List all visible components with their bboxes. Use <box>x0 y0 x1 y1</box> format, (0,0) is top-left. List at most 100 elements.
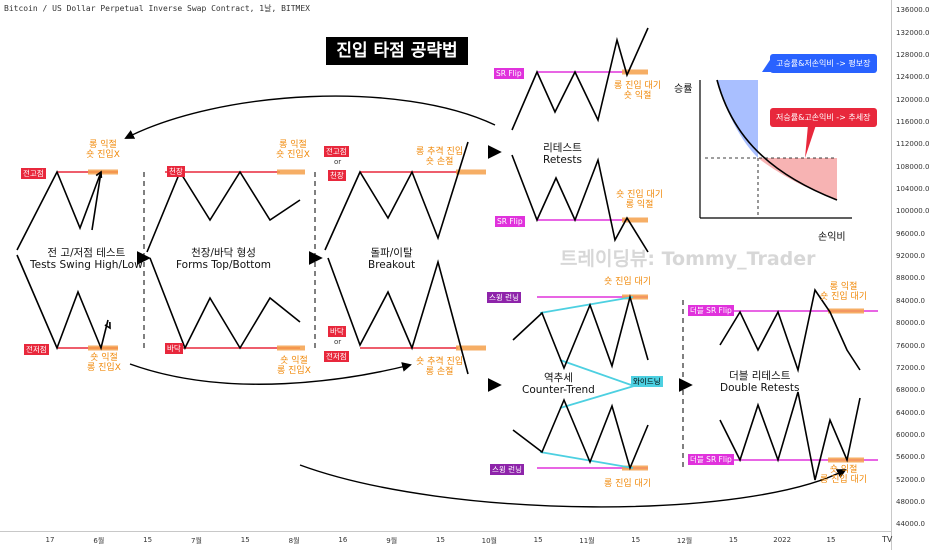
time-tick-label: 2022 <box>773 536 792 544</box>
counter-bottom-path <box>512 397 649 471</box>
price-tick-label: 136000.0 <box>896 6 930 15</box>
swing-high-arrow <box>95 170 103 179</box>
swing-high-zone <box>88 169 118 175</box>
forms-bottom-note-1: 숏 익절 <box>280 356 308 366</box>
breakout-bottom-tag-1: 바닥 <box>328 326 346 337</box>
price-tick-label: 96000.0 <box>896 229 925 238</box>
winrate-axis-label: 승률 <box>674 84 693 95</box>
bottom-zone <box>277 345 305 351</box>
time-scale[interactable]: 17 6월 15 7월 15 8월 16 9월 15 10월 15 11월 15 12월 15 2022 15 <box>0 531 891 551</box>
double-bottom-note-1: 숏 익절 <box>829 465 858 475</box>
price-scale[interactable]: 136000.0 132000.0 128000.0 124000.0 120000.0… <box>891 0 932 550</box>
drawing-layer <box>16 27 878 508</box>
low-winrate-callout: 저승률&고손익비 -> 추세장 <box>770 108 877 127</box>
retest-bottom-zone <box>622 217 648 223</box>
bottom-forming-path <box>149 257 301 350</box>
swing-test-title: 전 고/저점 테스트 Tests Swing High/Low <box>30 247 143 271</box>
breakout-bottom-or: or <box>334 338 342 346</box>
time-tick-label: 9월 <box>386 537 398 545</box>
breakout-down-path <box>327 257 469 375</box>
counter-bottom-zone <box>622 465 648 471</box>
counter-bottom-tag: 스윙 런닝 <box>490 464 524 475</box>
breakout-bottom-note: 숏 추격 진입 롱 손절 <box>416 357 463 378</box>
price-tick-label: 124000.0 <box>896 73 930 82</box>
price-tick-label: 120000.0 <box>896 95 930 104</box>
wedge-bottom-line <box>539 451 634 469</box>
counter-top-zone <box>622 294 648 300</box>
counter-trend-title: 역추세 Counter-Trend <box>522 372 595 396</box>
price-tick-label: 68000.0 <box>896 386 925 395</box>
time-tick-label: 15 <box>826 536 836 544</box>
price-tick-label: 92000.0 <box>896 252 925 261</box>
double-top-note-2: 숏 진입 대기 <box>820 292 868 303</box>
retest-down-path <box>511 154 649 253</box>
watermark: 트레이딩뷰: Tommy_Trader <box>560 248 816 270</box>
time-tick-label: 16 <box>338 536 348 544</box>
swing-test-bottom-note: 숏 익절 롱 진입X <box>87 353 121 374</box>
time-tick-label: 15 <box>631 536 641 544</box>
wedge-mid-line-1 <box>559 359 635 387</box>
retest-bottom-flip-tag: SR Flip <box>495 216 525 227</box>
price-tick-label: 76000.0 <box>896 341 925 350</box>
time-tick-label: 15 <box>436 536 445 544</box>
wedge-mid-line-2 <box>559 385 635 409</box>
retest-title: 리테스트 Retests <box>543 142 582 166</box>
price-tick-label: 56000.0 <box>896 453 925 462</box>
double-top-path <box>719 288 861 373</box>
price-tick-label: 112000.0 <box>896 140 930 149</box>
breakout-bottom-note-1: 숏 추격 진입 <box>416 357 464 367</box>
retest-bottom-note-1: 숏 진입 대기 <box>616 190 664 200</box>
time-tick-label: 15 <box>240 536 250 544</box>
breakout-top-note: 롱 추격 진입 숏 손절 <box>416 147 463 168</box>
time-tick-label: 15 <box>533 536 543 544</box>
time-tick-label: 10월 <box>481 537 497 545</box>
curve-arrow-bottom <box>299 464 847 508</box>
high-winrate-callout: 고승률&저손익비 -> 평보장 <box>770 54 877 73</box>
breakout-top-tag-2: 천장 <box>328 170 346 181</box>
swing-test-top-note-1: 롱 익절 <box>89 140 117 150</box>
breakout-top-note-1: 롱 추격 진입 <box>416 147 464 157</box>
double-title-ko: 더블 리테스트 <box>729 370 791 382</box>
retest-top-note-1: 롱 진입 대기 <box>614 81 662 91</box>
counter-top-tag: 스윙 런닝 <box>487 292 521 303</box>
forms-bottom-note: 숏 익절 롱 진입X <box>277 356 311 377</box>
breakout-bottom-tag-2: 전저점 <box>324 351 349 362</box>
swing-test-title-en: Tests Swing High/Low <box>30 259 143 272</box>
price-tick-label: 60000.0 <box>896 430 925 439</box>
price-tick-label: 100000.0 <box>896 207 930 216</box>
swing-test-top-note-2: 숏 진입X <box>86 150 120 161</box>
time-tick-label: 12월 <box>676 537 693 545</box>
breakout-up-path <box>324 141 469 251</box>
breakout-bottom-note-2: 롱 손절 <box>425 367 454 378</box>
retest-bottom-note-2: 롱 익절 <box>625 200 654 211</box>
swing-test-top-note: 롱 익절 숏 진입X <box>86 140 120 161</box>
time-tick-label: 7월 <box>190 537 202 545</box>
price-tick-label: 84000.0 <box>896 296 925 305</box>
tradingview-logo[interactable]: TV <box>882 535 893 544</box>
time-tick-label: 17 <box>45 536 55 544</box>
retest-top-flip-tag: SR Flip <box>494 68 524 79</box>
price-tick-label: 64000.0 <box>896 408 925 417</box>
double-bottom-flip-tag: 더블 SR Flip <box>688 454 734 465</box>
double-bottom-zone <box>828 457 864 463</box>
counter-top-path <box>512 293 649 371</box>
price-tick-label: 88000.0 <box>896 274 925 283</box>
swing-high-price-path <box>16 170 102 251</box>
breakout-title-en: Breakout <box>368 259 416 272</box>
retest-title-en: Retests <box>543 154 582 167</box>
swing-low-price-path <box>16 254 109 351</box>
swing-low-tag: 전저점 <box>24 344 49 355</box>
double-top-flip-tag: 더블 SR Flip <box>688 305 734 316</box>
curve-arrow-middle <box>129 362 412 385</box>
breakout-top-or: or <box>334 158 342 166</box>
tradeoff-curve <box>716 79 838 201</box>
retest-up-path <box>511 27 649 131</box>
retest-top-note: 롱 진입 대기 숏 익절 <box>614 81 661 102</box>
curve-arrow-top <box>124 95 496 139</box>
forms-top-note: 롱 익절 숏 진입X <box>276 140 310 161</box>
price-tick-label: 128000.0 <box>896 50 930 59</box>
breakout-title: 돌파/이탈 Breakout <box>368 247 415 271</box>
forms-title-ko: 천장/바닥 형성 <box>191 247 256 259</box>
double-top-note: 롱 익절 숏 진입 대기 <box>820 282 867 303</box>
